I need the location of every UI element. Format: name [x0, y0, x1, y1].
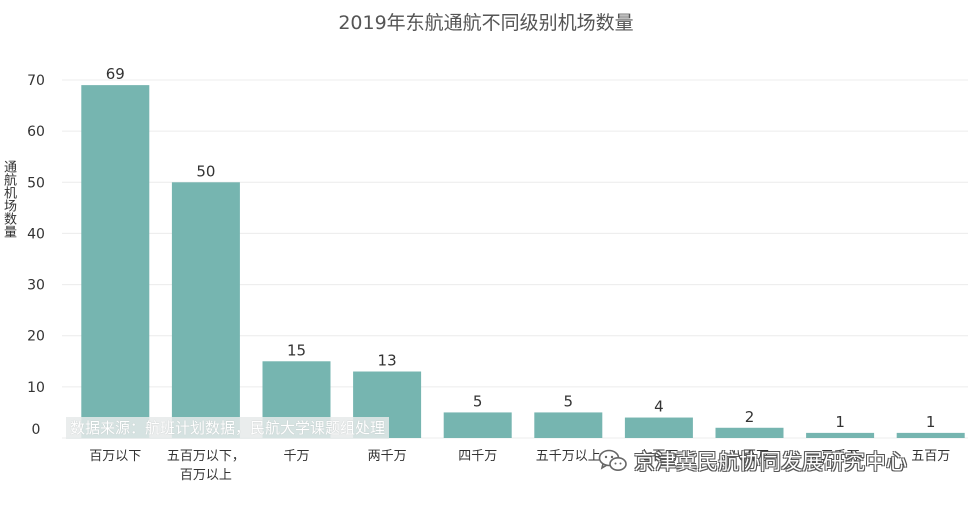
data-label: 2 — [745, 408, 755, 426]
bar — [171, 182, 240, 438]
category-label: 百万以下 — [89, 449, 141, 464]
bar — [806, 432, 875, 438]
data-label: 1 — [926, 413, 936, 431]
category-label: 五千万以上 — [536, 449, 601, 464]
category-label: 四千万 — [458, 449, 497, 464]
data-label: 13 — [378, 352, 397, 370]
data-label: 15 — [287, 341, 306, 359]
watermark: 京津冀民航协同发展研究中心 — [598, 446, 907, 476]
watermark-text: 京津冀民航协同发展研究中心 — [634, 450, 907, 474]
bar — [624, 417, 693, 438]
chart-title: 2019年东航通航不同级别机场数量 — [338, 12, 634, 34]
data-labels: 69 50 15 13 5 5 4 2 1 1 — [106, 65, 936, 431]
y-tick-label: 20 — [27, 329, 45, 345]
data-label: 4 — [654, 398, 664, 416]
y-axis-ticks: 0 10 20 30 40 50 60 70 — [27, 73, 45, 438]
data-label: 69 — [106, 65, 125, 83]
category-labels: 百万以下 五百万以下，百万以上 千万 两千万 四千万 五千万以上 七百万 八百万 三千万 五百万 — [89, 449, 950, 483]
category-label: 两千万 — [368, 449, 407, 464]
y-tick-label: 50 — [27, 175, 45, 191]
bar — [534, 412, 603, 438]
y-tick-label: 70 — [27, 73, 45, 89]
bars — [81, 85, 965, 438]
data-label: 50 — [196, 162, 215, 180]
bar — [81, 85, 150, 438]
y-axis-label: 通航机场数量 — [1, 160, 16, 238]
bar — [896, 432, 965, 438]
category-label: 五百万以下，百万以上 — [167, 449, 245, 483]
wechat-icon — [598, 449, 627, 471]
y-tick-label: 60 — [27, 124, 45, 140]
y-tick-label: 40 — [27, 226, 45, 242]
category-label: 五百万 — [911, 449, 950, 464]
category-label: 七百万 — [639, 449, 678, 464]
y-tick-label: 0 — [32, 422, 41, 438]
data-label: 5 — [564, 392, 574, 410]
bar — [715, 427, 784, 438]
category-label: 三千万 — [821, 449, 860, 464]
y-tick-label: 30 — [27, 278, 45, 294]
bar — [443, 412, 512, 438]
data-label: 5 — [473, 392, 483, 410]
category-label: 千万 — [283, 449, 309, 464]
category-label: 八百万 — [730, 449, 769, 464]
y-tick-label: 10 — [27, 380, 45, 396]
source-note: 数据来源：航班计划数据，民航大学课题组处理 — [66, 417, 390, 439]
data-label: 1 — [835, 413, 845, 431]
